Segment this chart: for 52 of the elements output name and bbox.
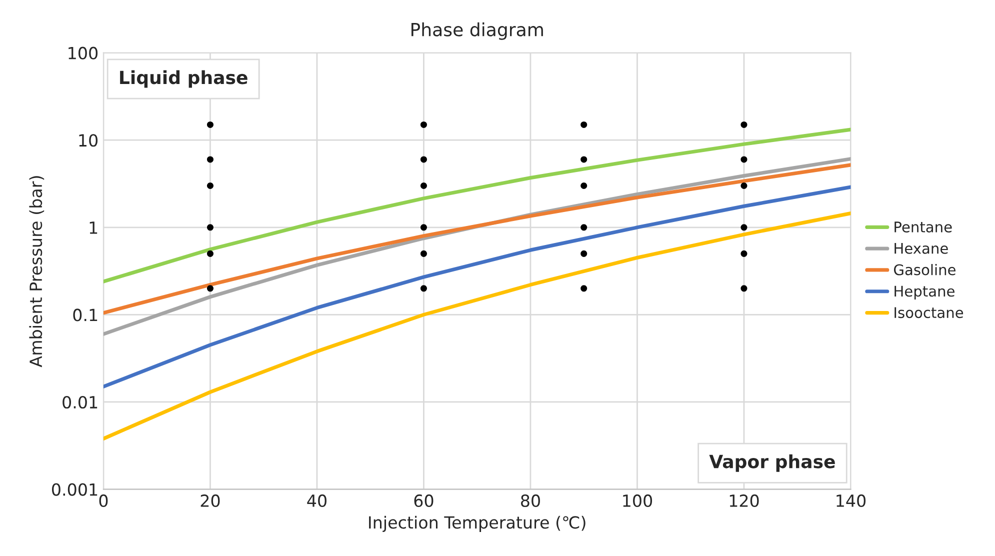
legend-label: Hexane [894,243,948,254]
point [420,250,427,257]
x-tick-label: 0 [99,494,108,508]
point [740,224,748,231]
x-tick-label: 80 [521,494,540,508]
point [206,224,214,231]
point [580,121,588,128]
x-tick-label: 140 [836,494,866,508]
point [420,285,427,292]
point [206,121,214,128]
legend-label: Gasoline [894,264,956,276]
point [420,182,427,190]
x-tick-label: 40 [307,494,326,508]
annotation: Liquid phase [120,70,248,88]
point [740,156,748,163]
x-tick-label: 60 [414,494,434,508]
legend-label: Pentane [894,222,952,232]
point [580,182,588,190]
y-tick-label: 10 [79,134,98,147]
x-tick-label: 100 [623,494,652,508]
x-tick-label: 20 [200,494,220,508]
line-series [103,128,851,284]
point [740,121,748,128]
legend-label: Isooctane [894,307,964,318]
point [206,182,214,190]
y-tick-label: 100 [68,46,98,60]
annotation: Vapor phase [709,454,835,472]
point [740,285,748,292]
point [206,156,214,163]
line-series [103,163,851,315]
point [580,285,588,292]
point [420,121,427,128]
chart-title: Phase diagram [412,22,543,40]
x-axis-title: Injection Temperature (℃) [369,516,586,532]
point [206,285,214,292]
point [580,224,588,231]
line-series [103,185,851,388]
line-series [103,212,851,440]
point [206,250,214,257]
point [420,224,427,231]
x-tick-label: 120 [730,494,759,508]
point [740,182,748,190]
y-axis-title: Ambient Pressure (bar) [29,176,44,368]
point [580,250,588,257]
y-tick-label: 0.1 [73,308,98,322]
point [740,250,748,257]
y-tick-label: 1 [90,222,98,234]
legend-label: Heptane [894,286,954,300]
point [420,156,427,163]
point [580,156,588,163]
y-tick-label: 0.01 [62,396,98,409]
y-tick-label: 0.001 [52,483,98,496]
